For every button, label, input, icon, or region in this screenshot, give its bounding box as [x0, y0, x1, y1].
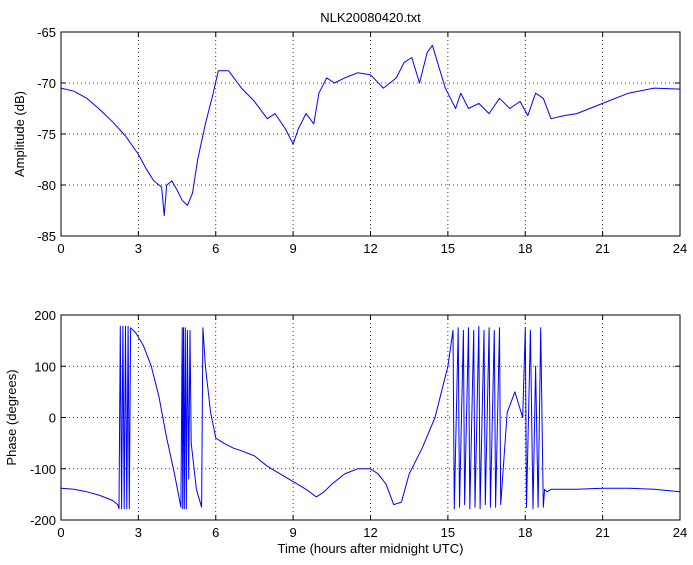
- phase-x-tick-label: 12: [363, 525, 377, 540]
- phase-x-tick-label: 15: [441, 525, 455, 540]
- amplitude-x-tick-label: 15: [441, 241, 455, 256]
- amplitude-y-tick-label: -75: [37, 127, 56, 142]
- phase-series-line: [60, 325, 681, 510]
- phase-y-axis-label: Phase (degrees): [4, 369, 19, 465]
- amplitude-y-tick-label: -70: [37, 76, 56, 91]
- phase-y-tick-label: 0: [49, 411, 56, 426]
- amplitude-x-tick-label: 18: [518, 241, 532, 256]
- amplitude-panel: 0 3 6 9 12 15 18 21 24 -85 -80 -75 -70 -65 NLK2008042…: [12, 10, 687, 256]
- phase-x-tick-label: 21: [595, 525, 609, 540]
- amplitude-y-axis-label: Amplitude (dB): [12, 91, 27, 177]
- amplitude-y-tick-label: -85: [37, 229, 56, 244]
- amplitude-plot-background: [61, 32, 680, 236]
- phase-plot-background: [61, 315, 680, 520]
- phase-ticks: 0 3 6 9 12 15 18 21 24 -200 -100 0 100 200: [30, 308, 687, 540]
- phase-x-tick-label: 0: [57, 525, 64, 540]
- phase-x-tick-label: 18: [518, 525, 532, 540]
- phase-y-tick-label: -100: [30, 462, 56, 477]
- amplitude-x-tick-label: 21: [595, 241, 609, 256]
- phase-y-tick-label: -200: [30, 513, 56, 528]
- amplitude-y-tick-label: -80: [37, 178, 56, 193]
- amplitude-x-tick-label: 6: [212, 241, 219, 256]
- phase-x-axis-label: Time (hours after midnight UTC): [278, 541, 464, 556]
- phase-x-tick-label: 9: [290, 525, 297, 540]
- phase-panel: 0 3 6 9 12 15 18 21 24 -200 -100 0 100 200 Time (hour…: [4, 308, 687, 556]
- phase-x-tick-label: 24: [673, 525, 687, 540]
- amplitude-x-tick-label: 9: [290, 241, 297, 256]
- amplitude-x-tick-label: 24: [673, 241, 687, 256]
- phase-x-tick-label: 3: [135, 525, 142, 540]
- amplitude-x-tick-label: 3: [135, 241, 142, 256]
- phase-y-tick-label: 100: [34, 359, 56, 374]
- amplitude-chart-title: NLK20080420.txt: [320, 10, 421, 25]
- phase-y-tick-label: 200: [34, 308, 56, 323]
- amplitude-y-tick-label: -65: [37, 25, 56, 40]
- amplitude-x-tick-label: 12: [363, 241, 377, 256]
- amplitude-series-line: [60, 44, 681, 217]
- amplitude-x-tick-label: 0: [57, 241, 64, 256]
- amplitude-ticks: 0 3 6 9 12 15 18 21 24 -85 -80 -75 -70 -65: [37, 25, 687, 256]
- phase-x-tick-label: 6: [212, 525, 219, 540]
